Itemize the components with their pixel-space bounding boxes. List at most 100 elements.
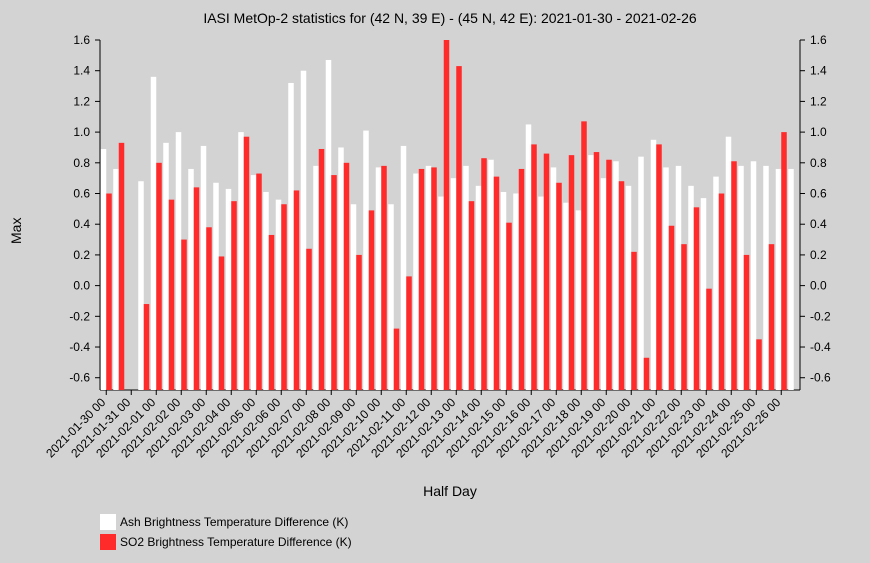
y-tick-label-right: -0.4 <box>810 340 831 354</box>
so2-bar <box>493 176 500 390</box>
ash-bar <box>588 155 594 390</box>
so2-bar <box>393 328 400 390</box>
so2-bar <box>731 161 737 390</box>
y-tick-label-right: 1.6 <box>810 33 827 47</box>
so2-bar <box>768 244 775 390</box>
legend-label-so2: SO2 Brightness Temperature Difference (K… <box>120 535 352 549</box>
y-tick-label-left: 0.0 <box>73 279 90 293</box>
so2-bar <box>543 153 550 390</box>
so2-bar <box>293 190 300 390</box>
so2-bar <box>368 210 375 390</box>
ash-bar <box>375 167 382 390</box>
y-tick-label-left: 1.2 <box>73 94 90 108</box>
ash-bar <box>700 198 707 390</box>
ash-bar <box>775 168 782 390</box>
legend: Ash Brightness Temperature Difference (K… <box>100 512 352 552</box>
so2-bar <box>431 167 437 390</box>
so2-bar <box>256 173 262 390</box>
so2-bar <box>468 201 475 390</box>
so2-bar <box>568 155 575 390</box>
ash-bar <box>563 202 569 390</box>
so2-bar <box>193 187 200 390</box>
ash-bar <box>188 168 194 390</box>
so2-bar <box>206 227 212 390</box>
ash-bar <box>350 204 357 390</box>
y-tick-label-left: 0.4 <box>73 217 90 231</box>
y-tick-label-left: -0.2 <box>69 309 90 323</box>
y-tick-label-left: 0.2 <box>73 248 90 262</box>
y-tick-label-right: -0.2 <box>810 309 831 323</box>
ash-bar <box>750 161 757 390</box>
y-tick-label-right: 0.4 <box>810 217 827 231</box>
so2-bar <box>443 40 450 390</box>
y-tick-label-right: 0.0 <box>810 279 827 293</box>
so2-bar <box>581 121 587 391</box>
ash-bar <box>638 156 644 390</box>
so2-bar <box>156 162 162 390</box>
so2-bar <box>556 182 562 390</box>
so2-bar <box>181 239 187 390</box>
legend-swatch-ash <box>100 514 116 530</box>
ash-bar <box>238 132 244 391</box>
ash-bar <box>313 165 319 390</box>
ash-bar <box>688 185 694 390</box>
ash-bar <box>163 142 169 390</box>
so2-bar <box>456 66 462 390</box>
ash-bar <box>300 70 307 390</box>
so2-bar <box>743 254 750 390</box>
so2-bar <box>381 165 387 390</box>
so2-bar <box>668 225 675 390</box>
y-tick-label-left: 1.0 <box>73 125 90 139</box>
so2-bar <box>756 339 762 390</box>
ash-bar <box>213 182 219 390</box>
so2-bar <box>681 244 687 390</box>
so2-bar <box>268 234 275 390</box>
ash-bar <box>613 161 619 390</box>
ash-bar <box>513 193 519 390</box>
ash-bar <box>738 165 744 390</box>
y-tick-label-right: 1.4 <box>810 64 827 78</box>
ash-bar <box>475 185 482 390</box>
so2-bar <box>168 199 175 390</box>
ash-bar <box>175 132 182 391</box>
ash-bar <box>625 185 632 390</box>
ash-bar <box>413 173 419 390</box>
ash-bar <box>425 165 432 390</box>
ash-bar <box>500 191 507 390</box>
ash-bar <box>575 210 582 390</box>
ash-bar <box>725 136 732 390</box>
so2-bar <box>306 248 312 390</box>
so2-bar <box>618 181 625 390</box>
y-tick-label-left: 1.6 <box>73 33 90 47</box>
ash-bar <box>663 167 669 390</box>
so2-bar <box>118 142 125 390</box>
y-tick-label-left: 0.6 <box>73 187 90 201</box>
y-tick-label-right: 1.0 <box>810 125 827 139</box>
y-tick-label-left: 0.8 <box>73 156 90 170</box>
ash-bar <box>250 175 257 390</box>
x-axis-label: Half Day <box>423 483 477 499</box>
so2-bar <box>331 175 337 390</box>
ash-bar <box>600 178 607 390</box>
legend-swatch-so2 <box>100 534 116 550</box>
y-tick-label-right: 0.8 <box>810 156 827 170</box>
ash-bar <box>200 145 207 390</box>
ash-bar <box>763 165 769 390</box>
ash-bar <box>538 196 544 390</box>
so2-bar <box>218 256 225 390</box>
so2-bar <box>656 144 662 390</box>
so2-bar <box>481 158 487 390</box>
ash-bar <box>288 82 294 390</box>
so2-bar <box>143 304 150 390</box>
ash-bar <box>650 139 657 390</box>
so2-bar <box>718 193 725 390</box>
chart-title: IASI MetOp-2 statistics for (42 N, 39 E)… <box>203 10 697 26</box>
ash-bar <box>150 76 157 390</box>
y-tick-label-right: 1.2 <box>810 94 827 108</box>
ash-bar <box>263 191 269 390</box>
y-tick-label-left: -0.4 <box>69 340 90 354</box>
ash-bar <box>713 176 719 390</box>
so2-bar <box>506 222 512 390</box>
ash-bar <box>338 147 344 390</box>
